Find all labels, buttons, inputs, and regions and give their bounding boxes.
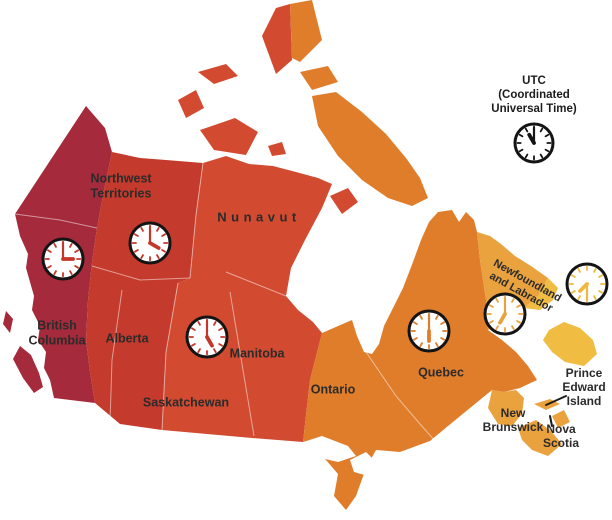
clock-utc — [513, 122, 555, 164]
region-central — [162, 4, 358, 442]
nova-scotia-leader-line — [549, 415, 553, 427]
region-newfoundland — [524, 278, 597, 366]
utc-subtitle-line2: Universal Time) — [491, 103, 577, 115]
utc-title: UTC — [522, 75, 546, 87]
clock-manitoba — [185, 315, 229, 359]
great-lakes — [297, 436, 406, 490]
clock-newfoundland — [565, 262, 609, 306]
province-borders — [14, 162, 437, 443]
region-mountain — [86, 152, 203, 430]
clock-northwest-territories — [128, 221, 172, 265]
clock-atlantic — [483, 292, 527, 336]
pei-leader-line — [545, 395, 567, 406]
region-eastern — [290, 0, 537, 510]
clock-quebec — [407, 309, 451, 353]
utc-subtitle-line1: (Coordinated — [498, 89, 570, 101]
utc-legend: UTC (Coordinated Universal Time) — [464, 74, 604, 116]
clock-british-columbia — [41, 237, 85, 281]
timezone-clocks — [41, 122, 609, 359]
